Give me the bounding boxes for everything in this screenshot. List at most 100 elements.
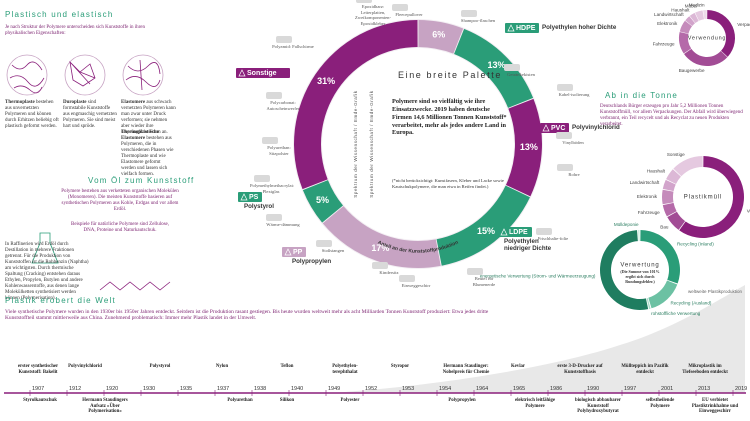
donut-segment bbox=[662, 179, 676, 192]
category-label: PS bbox=[249, 194, 259, 201]
product-icon bbox=[557, 164, 573, 171]
category-description: Polystyrol bbox=[244, 203, 274, 210]
donut-segment bbox=[679, 156, 744, 238]
year-label: 1997 bbox=[624, 386, 636, 392]
year-label: 1964 bbox=[476, 386, 488, 392]
segment-label: Baugewerbe bbox=[679, 68, 705, 73]
recycle-icon bbox=[284, 248, 292, 256]
donut-segment bbox=[648, 280, 678, 309]
segment-label: Möbel bbox=[685, 4, 698, 9]
footnote: (*nicht berücksichtigt: Kunstfasern, Kle… bbox=[392, 178, 504, 189]
category-label: Sonstige bbox=[247, 70, 277, 77]
recycle-icon bbox=[238, 69, 246, 77]
donut-segment bbox=[418, 20, 464, 54]
product-label: Kindersitz bbox=[379, 270, 399, 275]
value-label: 13% bbox=[520, 142, 538, 152]
timeline-event: Kevlar bbox=[510, 364, 526, 369]
donut-segment bbox=[637, 230, 640, 242]
donut-segment bbox=[505, 98, 542, 197]
segment-label: Verpackungen bbox=[747, 208, 750, 213]
recycle-icon bbox=[500, 228, 508, 236]
section-title: Vom Öl zum Kunststoff bbox=[88, 176, 195, 185]
value-label: 17% bbox=[371, 243, 389, 253]
segment-label: Recycling (Inland) bbox=[677, 242, 714, 247]
product-label: Beutel für Blumenerde bbox=[472, 276, 496, 287]
product-icon bbox=[316, 240, 332, 247]
donut-segment bbox=[685, 16, 696, 27]
product-icon bbox=[536, 228, 552, 235]
chart-title: Verwendung bbox=[688, 35, 727, 41]
text-run: Duroplaste bbox=[63, 100, 87, 105]
donut-segment bbox=[695, 10, 704, 21]
timeline-event: Styrolkautschuk bbox=[23, 398, 57, 403]
value-label: 15% bbox=[477, 226, 495, 236]
donut-segment bbox=[600, 230, 649, 310]
category-description: Polyvinylchlorid bbox=[572, 124, 620, 131]
value-label: 31% bbox=[317, 76, 335, 86]
timeline-event: Hermann Staudingers Aufsatz »Über Polyme… bbox=[82, 398, 128, 415]
timeline-event: Polyethylen-terephthalat bbox=[332, 364, 358, 375]
product-label: Vinylböden bbox=[562, 140, 584, 145]
category-label: PVC bbox=[551, 125, 565, 132]
year-label: 1930 bbox=[143, 386, 155, 392]
year-label: 1965 bbox=[513, 386, 525, 392]
text-run: bestehen aus Polymeren, die in verschied… bbox=[121, 136, 174, 177]
segment-label: Elektronik bbox=[657, 21, 678, 26]
product-icon bbox=[266, 214, 282, 221]
product-icon bbox=[262, 137, 278, 144]
text-run: Elastomere bbox=[121, 100, 146, 105]
donut-segment bbox=[684, 48, 728, 67]
donut-segment bbox=[666, 169, 681, 184]
timeline-event: biologisch abbaubarer Kunststoff Polyhyd… bbox=[575, 398, 621, 415]
product-icon bbox=[266, 92, 282, 99]
year-label: 1952 bbox=[365, 386, 377, 392]
year-label: 1935 bbox=[180, 386, 192, 392]
segment-label: rohstoffliche Verwertung bbox=[651, 311, 701, 316]
segment-label: Mülldeponie bbox=[614, 222, 639, 227]
chart-text: Polymere sind so vielfältig wie ihre Ein… bbox=[392, 98, 507, 137]
text-run: aus schwach vernetzten Polymeren kann ma… bbox=[121, 100, 176, 135]
donut-segment bbox=[667, 211, 686, 230]
chart-title: Eine breite Palette bbox=[398, 70, 502, 80]
timeline-event: Mikroplastik im Tiefseeboden entdeckt bbox=[682, 364, 728, 375]
product-label: Epoxidharz: Leiterplatten, Zweikomponent… bbox=[355, 4, 391, 26]
recycle-icon bbox=[240, 193, 248, 201]
segment-label: Medizin bbox=[689, 2, 705, 7]
product-label: Polyamid: Fallschirme bbox=[272, 44, 314, 49]
timeline-event: Polyester bbox=[340, 398, 360, 403]
section-title: Ab in die Tonne bbox=[605, 91, 679, 100]
value-label: 6% bbox=[432, 29, 445, 39]
timeline-event: Silikon bbox=[279, 398, 295, 403]
year-label: 1937 bbox=[217, 386, 229, 392]
chart-title: Verwertung bbox=[620, 263, 659, 269]
timeline-event: selbstheilende Polymere bbox=[645, 398, 675, 409]
year-label: 1912 bbox=[69, 386, 81, 392]
donut-segment bbox=[689, 12, 699, 24]
paragraph: Viele synthetische Polymere wurden in de… bbox=[5, 309, 489, 322]
donut-segment bbox=[646, 297, 651, 309]
value-label: 5% bbox=[316, 195, 329, 205]
timeline-event: erste 3-D-Drucker auf Kunststoffbasis bbox=[557, 364, 603, 375]
product-label: Polyurethan: Sitzpolster bbox=[267, 145, 291, 156]
category-tab bbox=[236, 68, 290, 78]
donut-segment bbox=[322, 206, 441, 268]
section-title: Plastik erobert die Welt bbox=[5, 296, 116, 305]
donut-segment bbox=[436, 185, 530, 266]
product-icon bbox=[356, 0, 372, 3]
year-label: 1907 bbox=[32, 386, 44, 392]
product-icon bbox=[557, 84, 573, 91]
timeline-event: Müllteppich im Pazifik entdeckt bbox=[621, 364, 669, 375]
recycle-icon bbox=[507, 24, 515, 32]
timeline-event: Styropor bbox=[390, 364, 410, 369]
product-icon bbox=[556, 132, 572, 139]
credit: Spektrum der Wissenschaft / Emde-Grafik bbox=[369, 90, 374, 198]
year-label: 1938 bbox=[254, 386, 266, 392]
product-label: Shampoo-flaschen bbox=[460, 18, 496, 23]
type-description: Thermoplastische Elastomere bestehen aus… bbox=[121, 130, 176, 178]
product-icon bbox=[276, 36, 292, 43]
product-label: Rohre bbox=[568, 172, 580, 177]
segment-label: Landwirtschaft bbox=[654, 12, 684, 17]
chart-title: Plastikmüll bbox=[684, 195, 723, 201]
year-label: 1954 bbox=[439, 386, 451, 392]
timeline-event: Polypropylen bbox=[448, 398, 476, 403]
